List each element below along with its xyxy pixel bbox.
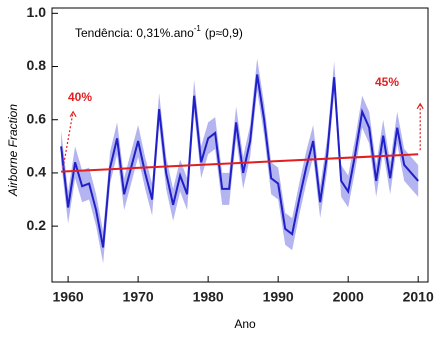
y-tick-label: 0.4	[27, 164, 47, 180]
x-tick-label: 1960	[53, 289, 84, 305]
x-tick-label: 1990	[263, 289, 294, 305]
y-tick-label: 0.2	[27, 217, 47, 233]
annotation-arrow	[62, 111, 74, 168]
trend-text: Tendência: 0,31%.ano	[75, 26, 194, 40]
x-tick-label: 2000	[333, 289, 364, 305]
data-line	[60, 74, 419, 248]
y-tick-label: 0.8	[27, 57, 47, 73]
annotation: 45%	[375, 75, 399, 89]
x-axis-title: Ano	[234, 317, 256, 331]
y-tick-label: 1.0	[27, 4, 47, 20]
arrow-head	[416, 102, 424, 110]
trend-label: Tendência: 0,31%.ano-1 (p≈0,9)	[75, 24, 243, 40]
x-tick-label: 1980	[193, 289, 224, 305]
trend-line	[61, 153, 419, 173]
y-tick-label: 0.6	[27, 110, 47, 126]
y-axis-title: Airborne Fraction	[6, 104, 20, 197]
annotation: 40%	[68, 90, 92, 104]
trend-p: (p≈0,9)	[205, 26, 243, 40]
uncertainty-band	[61, 58, 419, 264]
x-tick-label: 2010	[403, 289, 434, 305]
x-tick-label: 1970	[123, 289, 154, 305]
trend-exponent: -1	[194, 24, 202, 33]
arrow-head	[69, 110, 77, 118]
